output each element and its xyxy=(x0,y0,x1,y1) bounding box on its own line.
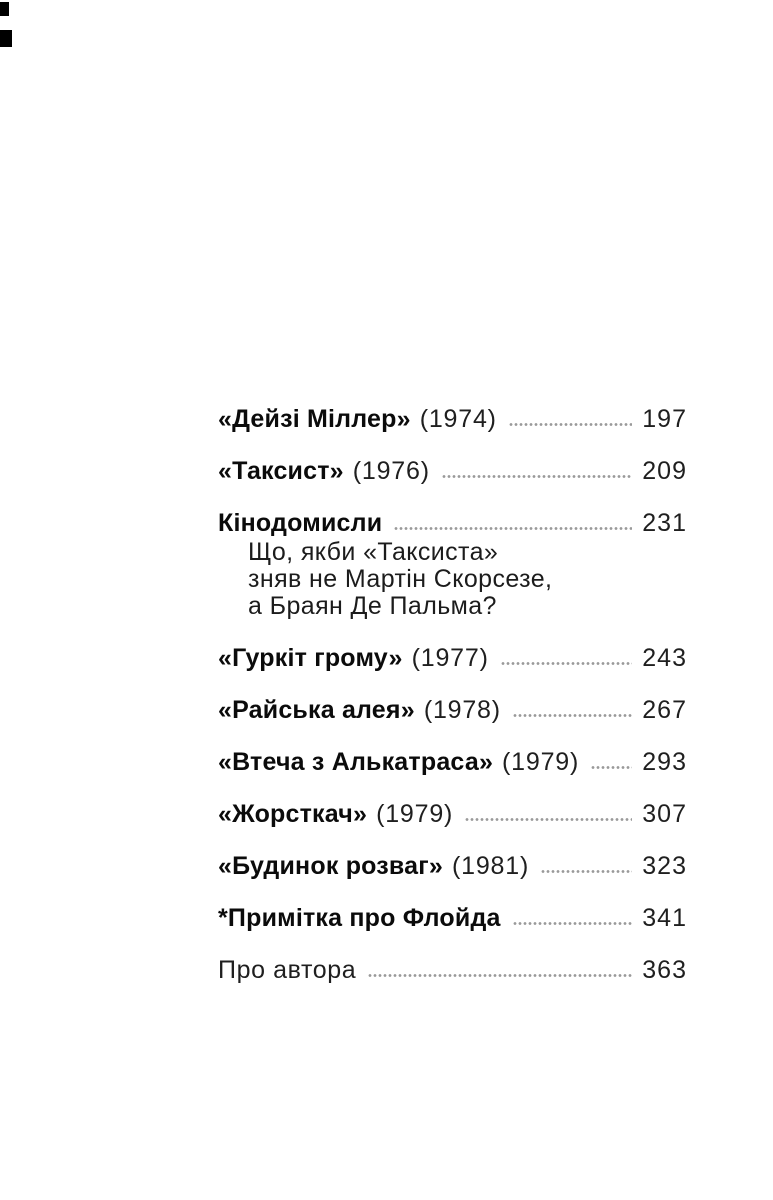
toc-entry-line: «Жорсткач» (1979) 307 xyxy=(218,801,687,828)
toc-entry: «Дейзі Міллер» (1974) 197 xyxy=(218,406,687,433)
entry-page-number: 293 xyxy=(642,748,687,776)
toc-entry: «Таксист» (1976) 209 xyxy=(218,458,687,485)
entry-page-number: 307 xyxy=(642,800,687,828)
dotted-leader xyxy=(500,661,633,666)
entry-page-number: 243 xyxy=(642,644,687,672)
entry-title: *Примітка про Флойда xyxy=(218,904,501,932)
toc-entry-line: «Втеча з Алькатраса» (1979) 293 xyxy=(218,749,687,776)
entry-title: «Таксист» xyxy=(218,457,344,485)
entry-page-number: 197 xyxy=(642,405,687,433)
table-of-contents: «Дейзі Міллер» (1974) 197 «Таксист» (1976)… xyxy=(218,406,687,1009)
entry-year: (1979) xyxy=(502,748,580,776)
toc-entry: «Райська алея» (1978) 267 xyxy=(218,697,687,724)
entry-subtitle: Що, якби «Таксиста» зняв не Мартін Скорсе… xyxy=(218,539,687,620)
entry-year: (1978) xyxy=(423,696,501,724)
dotted-leader xyxy=(512,713,633,718)
entry-page-number: 231 xyxy=(642,509,687,537)
entry-year: (1981) xyxy=(452,852,530,880)
dotted-leader xyxy=(541,869,633,874)
dotted-leader xyxy=(591,765,633,770)
entry-page-number: 267 xyxy=(642,696,687,724)
toc-entry-line: «Дейзі Міллер» (1974) 197 xyxy=(218,406,687,433)
registration-mark xyxy=(0,30,12,47)
toc-entry-line: «Райська алея» (1978) 267 xyxy=(218,697,687,724)
dotted-leader xyxy=(465,817,633,822)
dotted-leader xyxy=(394,526,633,531)
entry-page-number: 341 xyxy=(642,904,687,932)
toc-entry: Про автора 363 xyxy=(218,957,687,984)
entry-year: (1979) xyxy=(376,800,454,828)
toc-entry-line: Про автора 363 xyxy=(218,957,687,984)
entry-year: (1974) xyxy=(419,405,497,433)
entry-year: (1977) xyxy=(411,644,489,672)
toc-entry: «Будинок розваг» (1981) 323 xyxy=(218,853,687,880)
entry-year: (1976) xyxy=(352,457,430,485)
entry-page-number: 363 xyxy=(642,956,687,984)
toc-entry: «Жорсткач» (1979) 307 xyxy=(218,801,687,828)
dotted-leader xyxy=(512,921,633,926)
entry-page-number: 323 xyxy=(642,852,687,880)
dotted-leader xyxy=(368,973,633,978)
entry-title: «Будинок розваг» xyxy=(218,852,443,880)
subtitle-line: а Браян Де Пальма? xyxy=(248,592,497,620)
entry-title: «Дейзі Міллер» xyxy=(218,405,411,433)
dotted-leader xyxy=(441,474,633,479)
toc-entry-line: «Будинок розваг» (1981) 323 xyxy=(218,853,687,880)
subtitle-line: зняв не Мартін Скорсезе, xyxy=(248,565,553,593)
entry-title: Кінодомисли xyxy=(218,509,383,537)
registration-mark xyxy=(0,2,9,16)
toc-entry: *Примітка про Флойда 341 xyxy=(218,905,687,932)
entry-title: «Втеча з Алькатраса» xyxy=(218,748,494,776)
entry-title: «Райська алея» xyxy=(218,696,415,724)
toc-entry: Кінодомисли 231 Що, якби «Таксиста» зняв … xyxy=(218,510,687,620)
subtitle-line: Що, якби «Таксиста» xyxy=(248,538,499,566)
toc-entry: «Гуркіт грому» (1977) 243 xyxy=(218,645,687,672)
entry-page-number: 209 xyxy=(642,457,687,485)
toc-entry-line: *Примітка про Флойда 341 xyxy=(218,905,687,932)
entry-title: «Жорсткач» xyxy=(218,800,368,828)
toc-entry: «Втеча з Алькатраса» (1979) 293 xyxy=(218,749,687,776)
toc-entry-line: «Гуркіт грому» (1977) 243 xyxy=(218,645,687,672)
dotted-leader xyxy=(508,422,633,427)
entry-title: Про автора xyxy=(218,956,357,984)
entry-title: «Гуркіт грому» xyxy=(218,644,403,672)
toc-entry-line: «Таксист» (1976) 209 xyxy=(218,458,687,485)
toc-entry-line: Кінодомисли 231 xyxy=(218,510,687,537)
